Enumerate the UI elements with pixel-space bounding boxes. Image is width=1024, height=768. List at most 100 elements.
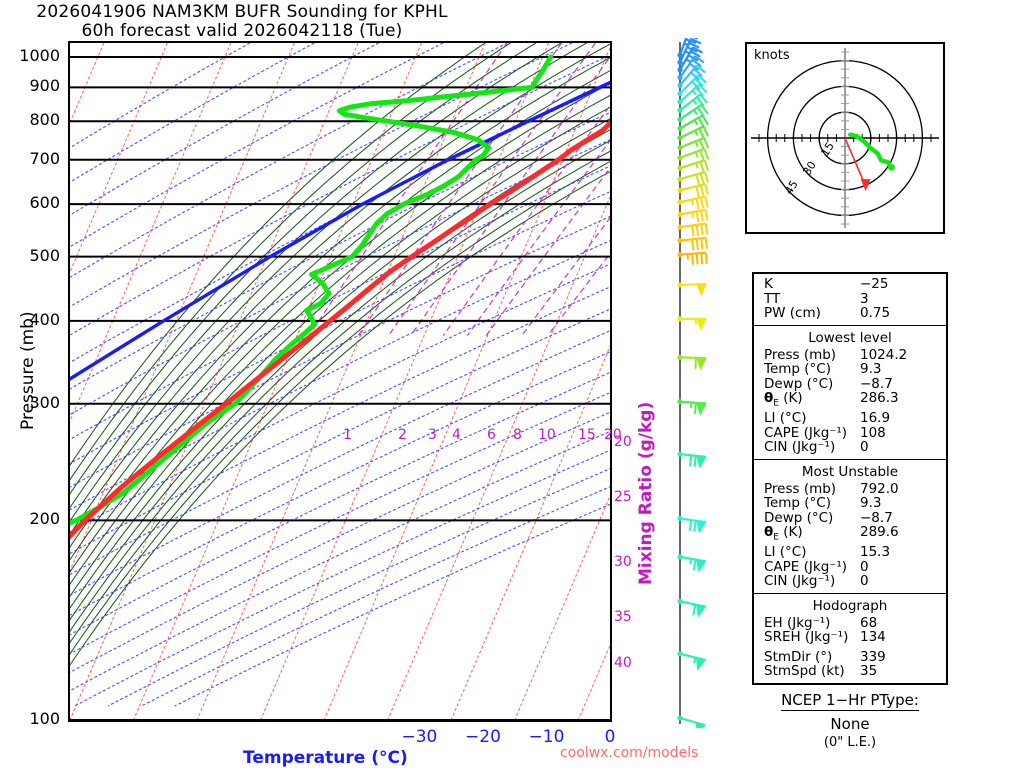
stat-value: 134 [860, 629, 886, 646]
sounding-stats-panel: K −25 TT 3 PW (cm) 0.75 Lowest level Press (m… [752, 272, 948, 685]
lowest-level-row: θE (K) 286.3 [754, 391, 946, 411]
stat-value: −8.7 [860, 375, 893, 392]
mixing-ratio-right-25: 25 [614, 489, 632, 505]
mixing-ratio-label-4: 4 [452, 427, 461, 443]
stats-most-unstable-section: Most Unstable Press (mb) 792.0 Temp (°C) 9.… [754, 460, 946, 594]
index-row: TT 3 [754, 290, 946, 307]
stat-key: K [764, 276, 773, 292]
lowest-level-row: Temp (°C) 9.3 [754, 362, 946, 377]
skewt-svg [70, 43, 610, 720]
temperature-tick--10: −10 [528, 727, 565, 747]
stat-value: −25 [860, 276, 889, 292]
page-title-line1: 2026041906 NAM3KM BUFR Sounding for KPHL [36, 2, 448, 22]
most-unstable-row: Dewp (°C) −8.7 [754, 511, 946, 526]
most-unstable-row: CAPE (Jkg⁻¹) 0 [754, 560, 946, 575]
stat-value: 0 [860, 439, 869, 456]
lowest-level-row: CAPE (Jkg⁻¹) 108 [754, 426, 946, 441]
mixing-ratio-label-10: 10 [538, 427, 556, 443]
stat-key: CAPE (Jkg⁻¹) [764, 424, 848, 441]
stat-key: TT [764, 290, 781, 307]
mixing-ratio-label-6: 6 [487, 427, 496, 443]
hodograph-stat-row: StmDir (°) 339 [754, 650, 946, 665]
ptype-heading: NCEP 1−Hr PType: [781, 691, 919, 711]
wind-barb [677, 83, 708, 105]
wind-barb [677, 598, 707, 618]
index-row: PW (cm) 0.75 [754, 306, 946, 321]
mixing-ratio-label-1: 1 [343, 427, 352, 443]
stat-key: CIN (Jkg⁻¹) [764, 439, 836, 456]
most-unstable-row: LI (°C) 15.3 [754, 545, 946, 560]
wind-barb [677, 354, 707, 371]
stat-key: SREH (Jkg⁻¹) [764, 629, 849, 646]
stat-key: Press (mb) [764, 480, 837, 497]
stat-key: CIN (Jkg⁻¹) [764, 573, 836, 590]
pressure-tick-800: 800 [29, 110, 60, 130]
mixing-ratio-right-20: 20 [614, 434, 632, 450]
most-unstable-heading: Most Unstable [801, 463, 899, 480]
wind-barb [677, 183, 709, 198]
wind-barb [677, 208, 709, 223]
lowest-level-row: Press (mb) 1024.2 [754, 346, 946, 363]
pressure-tick-1000: 1000 [19, 46, 60, 66]
pressure-tick-100: 100 [29, 709, 60, 728]
stat-key: EH (Jkg⁻¹) [764, 614, 831, 631]
stat-value: 3 [860, 290, 869, 307]
wind-barb [677, 651, 707, 671]
wind-barb [677, 399, 707, 416]
stat-key: PW (cm) [764, 305, 821, 321]
most-unstable-row: Press (mb) 792.0 [754, 482, 946, 497]
stat-value: 108 [860, 424, 886, 441]
stat-value: 1024.2 [860, 346, 908, 363]
wind-barb [677, 114, 709, 132]
hodograph-ring-label-15: 15 [818, 140, 836, 159]
most-unstable-row: Temp (°C) 9.3 [754, 496, 946, 511]
hodograph-stat-row: SREH (Jkg⁻¹) 134 [754, 630, 946, 645]
hodograph-stat-row: EH (Jkg⁻¹) 68 [754, 616, 946, 631]
temperature-tick--20: −20 [465, 727, 501, 747]
stat-value: −8.7 [860, 509, 893, 526]
lowest-level-row: Dewp (°C) −8.7 [754, 375, 946, 392]
hodograph-unit-label: knots [754, 48, 790, 63]
wind-barb [677, 515, 707, 534]
stat-value: 9.3 [860, 361, 882, 377]
stat-key: Dewp (°C) [764, 509, 834, 526]
stat-value: 0 [860, 558, 869, 575]
page-title-line2: 60h forecast valid 2026042118 (Tue) [81, 21, 403, 41]
stat-value: 0.75 [860, 305, 891, 321]
mixing-ratio-label-8: 8 [513, 427, 522, 443]
stat-value: 9.3 [860, 495, 882, 512]
pressure-tick-900: 900 [29, 76, 60, 96]
mixing-ratio-right-35: 35 [614, 609, 632, 625]
stat-value: 16.9 [860, 410, 891, 427]
stat-value: 286.3 [860, 390, 899, 406]
stat-value: 792.0 [860, 480, 899, 497]
hodograph-panel[interactable]: 15 30 45 [745, 42, 945, 234]
stat-key: Temp (°C) [764, 495, 831, 512]
temperature-tick-0: 0 [604, 727, 616, 747]
mixing-ratio-label-20: 20 [604, 427, 622, 443]
stat-value: 68 [860, 614, 878, 631]
wind-barb [677, 147, 710, 162]
stat-key: Dewp (°C) [764, 375, 834, 392]
lowest-level-heading: Lowest level [808, 329, 892, 346]
wind-barb [677, 554, 707, 573]
stat-key: StmDir (°) [764, 648, 833, 665]
stat-key: θE (K) [764, 390, 803, 409]
mixing-ratio-right-40: 40 [614, 655, 632, 671]
skewt-plot-area[interactable] [68, 41, 612, 722]
stat-key: StmSpd (kt) [764, 663, 845, 680]
stats-indices-section: K −25 TT 3 PW (cm) 0.75 [754, 274, 946, 326]
stat-key: CAPE (Jkg⁻¹) [764, 558, 848, 575]
pressure-axis-title: Pressure (mb) [18, 311, 38, 430]
wind-barb [677, 170, 709, 186]
wind-barb [677, 125, 710, 141]
wind-barb [677, 159, 710, 173]
wind-barb [677, 236, 709, 251]
stat-value: 0 [860, 573, 869, 590]
wind-barb [677, 103, 709, 122]
stats-lowest-level-section: Lowest level Press (mb) 1024.2 Temp (°C) 9.… [754, 326, 946, 460]
pressure-tick-700: 700 [29, 148, 60, 168]
wind-barb [677, 64, 706, 88]
stat-value: 35 [860, 663, 878, 680]
